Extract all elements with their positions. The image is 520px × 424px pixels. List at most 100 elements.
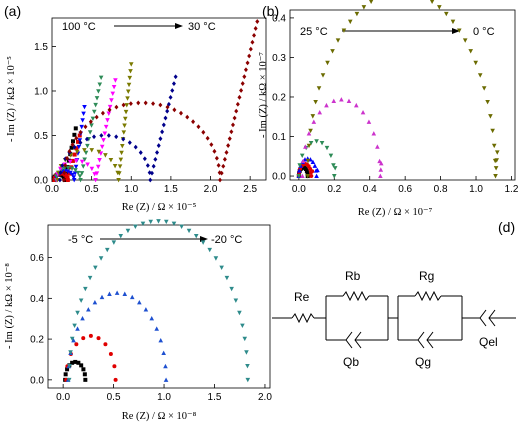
data-point [93,178,98,183]
data-point [87,130,93,135]
data-point [52,178,57,182]
data-point [209,142,214,148]
data-point [63,162,68,168]
data-point [237,310,242,316]
data-point [205,135,210,141]
data-point [96,336,101,341]
data-point [127,140,132,146]
data-point [214,155,219,161]
data-point [299,153,305,158]
x-tick-label: 1.0 [469,184,483,195]
data-point [444,11,449,17]
label-qb: Qb [343,355,359,369]
data-point [296,174,302,179]
data-point [112,364,117,369]
data-point [122,123,127,128]
x-tick-label: 1.2 [505,184,519,195]
data-point [69,166,75,171]
data-point [468,49,473,54]
data-point [300,158,306,164]
series-6 [305,0,500,179]
data-point [102,131,108,136]
data-point [242,336,248,342]
data-point [72,132,77,137]
x-tick-label: 0.5 [85,184,99,195]
data-point [110,91,116,96]
panel-b-temp-end: 0 °C [473,26,495,38]
data-point [83,286,88,292]
x-tick-label: 1.0 [157,392,171,403]
x-tick-label: 0.6 [398,184,412,195]
y-tick-label: 0.4 [272,13,286,24]
data-point [153,156,158,162]
data-point [78,298,84,303]
resistor-rb [342,290,370,302]
data-point [88,333,93,338]
data-point [99,294,105,300]
data-point [71,337,76,343]
panel-a-letter: (a) [4,3,21,19]
data-point [151,163,156,169]
panel-a-temp-end: 30 °C [188,21,216,33]
data-point [81,336,86,341]
data-point [235,101,240,107]
data-point [378,173,383,179]
data-point [133,144,138,150]
data-point [193,234,199,239]
data-point [143,307,149,312]
y-tick-label: 0.0 [30,375,44,386]
data-point [82,148,87,153]
data-point [156,219,161,224]
data-point [437,5,442,10]
x-tick-label: 0.0 [56,392,70,403]
data-point [320,73,326,78]
panel-d: (d) [272,219,516,369]
y-tick-label: 0.0 [34,176,48,187]
data-point [93,102,98,108]
data-point [101,138,106,143]
x-tick-label: 0.0 [292,184,306,195]
data-point [319,140,325,146]
data-point [58,170,63,176]
data-point [85,162,90,167]
data-point [317,110,323,115]
x-tick-label: 1.5 [208,392,222,403]
data-point [78,178,83,183]
data-point [161,122,166,128]
data-point [230,122,235,128]
data-point [339,97,344,102]
data-point [226,143,231,148]
data-point [112,163,118,169]
data-point [71,139,76,144]
data-point [240,81,245,86]
data-point [378,167,384,172]
data-point [227,136,232,142]
data-point [74,342,79,347]
data-point [98,75,104,81]
data-point [346,98,352,103]
data-point [331,174,337,179]
data-point [113,78,118,83]
panel-c-xlabel: Re (Z) / Ω × 10⁻⁸ [122,411,197,422]
data-point [335,38,341,43]
data-point [149,170,154,176]
data-point [63,372,68,377]
data-point [117,171,122,176]
data-point [67,159,73,165]
data-point [79,159,85,165]
data-point [62,170,67,176]
data-point [106,111,112,116]
panel-b-temp-start: 25 °C [300,26,328,38]
data-point [305,158,311,164]
data-point [306,131,312,136]
series-5 [300,97,384,179]
data-point [166,101,171,107]
data-point [245,60,250,66]
data-point [96,89,101,94]
x-tick-label: 2.5 [243,184,257,195]
y-tick-label: 0.5 [34,131,48,142]
data-point [65,165,71,171]
data-point [81,367,86,372]
panel-a-plot: 0.0 0.5 1.0 1.5 2.0 2.5 0.0 0.5 1.0 1.5 [34,19,260,195]
data-point [242,74,247,80]
